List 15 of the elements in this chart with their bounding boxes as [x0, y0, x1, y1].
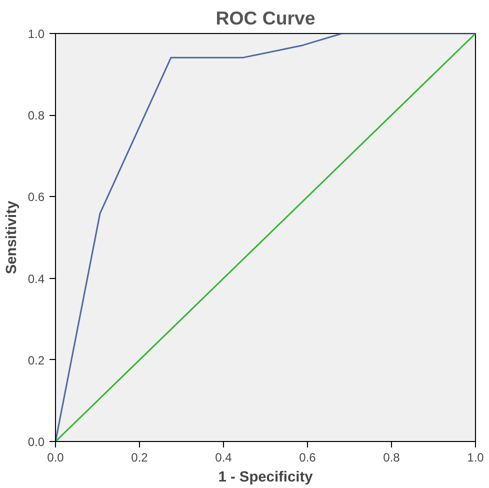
y-tick-label: 0.8	[28, 108, 45, 123]
x-tick-label: 0.0	[47, 450, 64, 464]
x-tick-label: 0.6	[299, 450, 316, 464]
x-tick-label: 1.0	[467, 450, 484, 464]
y-tick-label: 0.0	[28, 435, 45, 449]
y-tick-label: 0.4	[28, 272, 45, 286]
y-tick-label: 1.0	[28, 27, 45, 41]
y-axis-title: Sensitivity	[4, 200, 20, 274]
x-tick-label: 0.2	[131, 450, 148, 464]
y-tick-label: 0.6	[28, 190, 45, 204]
x-tick-label: 0.8	[383, 450, 400, 464]
chart-title: ROC Curve	[216, 8, 316, 28]
x-tick-label: 0.4	[215, 450, 232, 464]
x-axis-title: 1 - Specificity	[218, 470, 314, 486]
y-tick-label: 0.2	[28, 353, 45, 368]
